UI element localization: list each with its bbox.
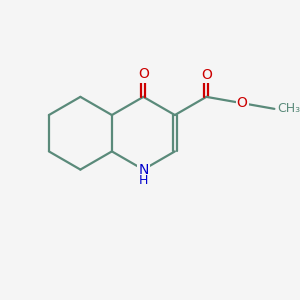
Text: O: O [201,68,212,82]
Text: H: H [139,174,148,187]
Text: O: O [138,68,149,82]
Text: O: O [237,96,248,110]
Text: N: N [138,163,148,177]
Text: CH₃: CH₃ [277,102,300,116]
